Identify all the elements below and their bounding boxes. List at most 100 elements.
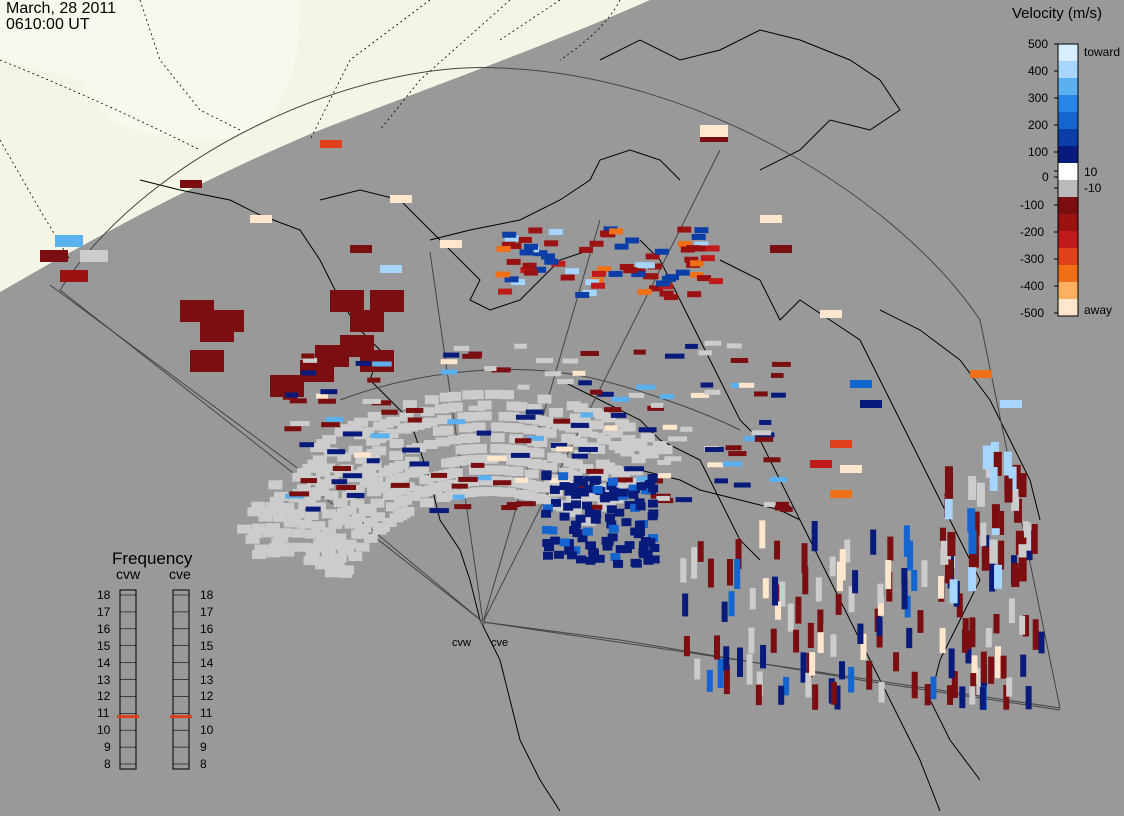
scatter-cell <box>591 509 602 518</box>
scatter-cell <box>250 215 272 223</box>
scatter-cell <box>363 517 378 527</box>
scatter-cell <box>535 494 550 504</box>
scatter-cell <box>606 482 617 491</box>
scatter-cell <box>647 473 658 482</box>
colorbar-tick-label: 300 <box>1028 91 1049 105</box>
scatter-cell <box>643 556 654 565</box>
scatter-cell <box>567 508 582 518</box>
scatter-cell <box>599 230 614 237</box>
scatter-cell <box>635 502 646 511</box>
colorbar-frame <box>1057 43 1079 317</box>
scatter-cell <box>609 228 624 235</box>
scatter-cell <box>607 533 618 542</box>
scatter-cell <box>516 457 531 467</box>
scatter-cell <box>423 439 438 449</box>
scatter-cell <box>370 498 385 508</box>
frequency-scale-label: 17 <box>200 604 214 619</box>
graticule-line <box>559 0 621 61</box>
scatter-cell <box>610 412 627 418</box>
scatter-cell <box>714 635 721 660</box>
scatter-cell <box>1000 400 1022 408</box>
scatter-cell <box>930 676 937 700</box>
scatter-cell <box>247 507 262 517</box>
scatter-cell <box>700 382 714 388</box>
scatter-cell <box>617 488 628 497</box>
scatter-cell <box>682 593 689 617</box>
scatter-cell <box>779 581 786 607</box>
scatter-cell <box>402 400 417 410</box>
scatter-cell <box>830 490 852 498</box>
scatter-cell <box>353 452 371 458</box>
scatter-cell <box>662 424 678 430</box>
scatter-cell <box>835 593 842 615</box>
scatter-cell <box>565 268 580 275</box>
scatter-cell <box>180 300 214 322</box>
scatter-cell <box>924 684 931 706</box>
scatter-cell <box>251 501 266 511</box>
scatter-cell <box>1008 598 1015 624</box>
scatter-cell <box>367 461 382 471</box>
scatter-cell <box>675 497 693 503</box>
scatter-cell <box>305 506 321 512</box>
scatter-cell <box>527 435 544 441</box>
scatter-cell <box>454 504 472 510</box>
scatter-cell <box>573 487 584 496</box>
scatter-cell <box>650 402 664 408</box>
scatter-cell <box>560 274 575 281</box>
scatter-cell <box>893 652 900 672</box>
scatter-cell <box>1018 544 1027 569</box>
coastline <box>879 309 1041 521</box>
colorbar-tick-label: 400 <box>1028 64 1049 78</box>
scatter-cell <box>621 518 632 527</box>
scatter-cell <box>621 422 636 432</box>
scatter-cell <box>558 472 569 481</box>
scatter-cell <box>453 489 468 499</box>
graticule-line <box>0 139 71 261</box>
scatter-cell <box>300 478 317 484</box>
scatter-cell <box>55 235 83 247</box>
scatter-cell <box>734 558 741 589</box>
scatter-cell <box>533 250 548 257</box>
graticule-line <box>309 0 431 141</box>
scatter-cell <box>523 491 538 501</box>
scatter-cell <box>636 476 652 482</box>
scatter-cell <box>848 586 855 613</box>
scatter-cell <box>603 465 623 471</box>
scatter-cell <box>385 502 400 512</box>
scatter-cell <box>772 576 779 606</box>
scatter-cell <box>970 543 979 568</box>
scatter-cell <box>638 427 657 433</box>
scatter-cell <box>406 407 424 413</box>
scatter-cell <box>516 501 536 507</box>
scatter-cell <box>544 258 559 265</box>
scatter-cell <box>429 508 449 514</box>
scatter-cell <box>714 478 728 484</box>
scatter-cell <box>381 409 398 415</box>
scatter-cell <box>585 504 603 510</box>
scatter-cell <box>311 521 326 531</box>
fov-boundary <box>339 369 741 431</box>
scatter-cell <box>299 442 315 448</box>
scatter-cell <box>384 429 399 439</box>
scatter-cell <box>811 520 818 552</box>
scatter-cell <box>771 372 784 378</box>
scatter-cell <box>609 487 620 496</box>
scatter-cell <box>544 371 562 377</box>
scatter-cell <box>996 511 1005 536</box>
scatter-cell <box>1012 464 1021 489</box>
scatter-cell <box>579 246 594 253</box>
scatter-cell <box>904 595 911 618</box>
scatter-cell <box>394 472 409 482</box>
scatter-cell <box>668 436 688 442</box>
scatter-cell <box>342 473 363 479</box>
scatter-cell <box>635 527 646 536</box>
colorbar-segment <box>1058 61 1078 79</box>
scatter-cell <box>606 505 617 514</box>
scatter-cell <box>684 256 699 263</box>
scatter-cell <box>616 471 631 481</box>
scatter-cell <box>579 431 599 437</box>
frequency-column-cvw: cvw <box>116 566 141 582</box>
scatter-cell <box>301 353 315 359</box>
scatter-cell <box>698 350 712 356</box>
scatter-cell <box>563 502 574 511</box>
